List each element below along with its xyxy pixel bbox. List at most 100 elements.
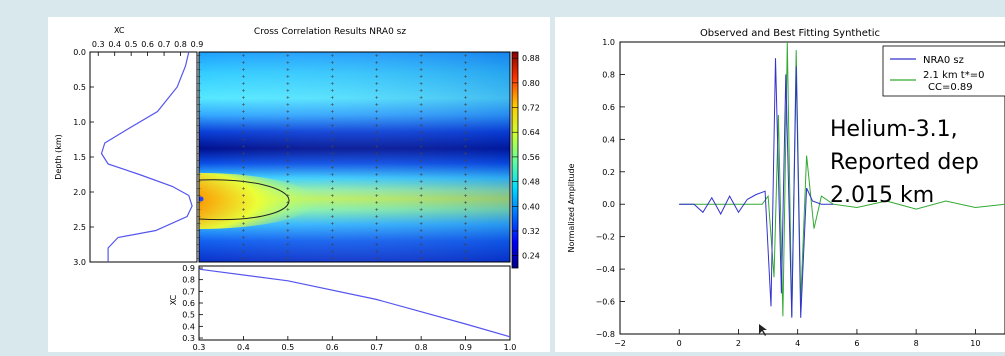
heatmap-grid-mark <box>286 124 290 127</box>
heatmap-grid-mark <box>419 222 423 225</box>
heatmap-grid-mark <box>464 208 468 211</box>
heatmap-grid-mark <box>330 131 334 134</box>
heatmap-grid-mark <box>241 138 245 141</box>
observed-waveform-line <box>679 58 834 318</box>
heatmap-grid-mark <box>464 236 468 239</box>
heatmap-grid-mark <box>286 68 290 71</box>
waveform-x-tick-label: 6 <box>854 339 859 348</box>
heatmap-grid-mark <box>286 243 290 246</box>
heatmap-grid-mark <box>375 117 379 120</box>
heatmap-grid-mark <box>241 96 245 99</box>
heatmap-grid-mark <box>241 187 245 190</box>
waveform-x-tick-label: 8 <box>914 339 919 348</box>
waveform-y-tick-label: −0.8 <box>596 330 615 339</box>
overlay-line-2: Reported dep <box>830 150 979 175</box>
heatmap-grid-mark <box>286 222 290 225</box>
heatmap-grid-mark <box>375 159 379 162</box>
heatmap-grid-mark <box>330 124 334 127</box>
heatmap-grid-mark <box>286 131 290 134</box>
heatmap-grid-mark <box>375 103 379 106</box>
bottom-y-tick-label: 0.7 <box>182 287 195 296</box>
waveform-x-tick-label: 2 <box>736 339 741 348</box>
bottom-y-tick-label: 0.8 <box>182 276 195 285</box>
heatmap-grid-mark <box>286 215 290 218</box>
colorbar-tick-label: 0.32 <box>522 227 540 236</box>
heatmap-grid-mark <box>241 250 245 253</box>
heatmap-grid-mark <box>464 229 468 232</box>
heatmap-grid-mark <box>286 75 290 78</box>
heatmap-grid-mark <box>375 54 379 57</box>
heatmap-grid-mark <box>286 61 290 64</box>
colorbar-tick-label: 0.56 <box>522 153 540 162</box>
heatmap-grid-mark <box>375 222 379 225</box>
synthetic-waveform-line <box>679 42 1005 317</box>
heatmap-grid-mark <box>419 194 423 197</box>
waveform-x-tick-label: 10 <box>970 339 980 348</box>
heatmap-grid-mark <box>241 173 245 176</box>
heatmap-grid-mark <box>464 61 468 64</box>
heatmap-grid-mark <box>375 180 379 183</box>
heatmap-marks <box>197 54 468 260</box>
heatmap-shading <box>199 52 510 262</box>
heatmap-grid-mark <box>419 131 423 134</box>
waveform-y-tick-label: 0.8 <box>602 70 615 79</box>
heatmap-grid-mark <box>241 159 245 162</box>
waveform-x-tick-label: 4 <box>795 339 800 348</box>
waveform-y-tick-label: −0.2 <box>596 233 615 242</box>
heatmap-grid-mark <box>419 166 423 169</box>
bottom-y-tick-label: 0.4 <box>182 322 195 331</box>
heatmap-grid-mark <box>241 61 245 64</box>
heatmap-grid-mark <box>286 250 290 253</box>
colorbar: 0.88 0.80 0.72 0.64 0.56 0.48 0.40 0.32 0.24 <box>511 51 540 269</box>
waveform-y-tick-label: 0.2 <box>602 168 615 177</box>
overlay-line-3: 2.015 km <box>830 183 934 208</box>
heatmap-grid-mark <box>241 82 245 85</box>
colorbar-tick-label: 0.48 <box>522 178 540 187</box>
heatmap-grid-mark <box>241 131 245 134</box>
waveform-y-tick-label: −0.6 <box>596 298 615 307</box>
waveform-x-tick-label: 0 <box>677 339 682 348</box>
heatmap-grid-mark <box>286 110 290 113</box>
bottom-x-tick-label: 1.0 <box>504 343 517 352</box>
bottom-y-tick-label: 0.3 <box>182 334 195 343</box>
heatmap-grid-mark <box>375 229 379 232</box>
profile-line <box>100 52 193 262</box>
heatmap-grid-mark <box>241 166 245 169</box>
colorbar-tick-label: 0.64 <box>522 128 540 137</box>
profile-y-tick-label: 1.0 <box>73 118 86 127</box>
waveform-y-tick-label: 1.0 <box>602 38 615 47</box>
heatmap-grid-mark <box>286 103 290 106</box>
heatmap-grid-mark <box>330 159 334 162</box>
heatmap-grid-mark <box>241 110 245 113</box>
bottom-y-ticks: 0.9 0.8 0.7 0.6 0.5 0.4 0.3 <box>182 264 203 343</box>
heatmap-grid-mark <box>419 215 423 218</box>
heatmap-hot-zone <box>199 173 317 229</box>
profile-x-label: XC <box>114 26 125 35</box>
heatmap-grid-mark <box>464 103 468 106</box>
bottom-xc-line <box>199 268 510 338</box>
heatmap-grid-mark <box>330 173 334 176</box>
heatmap-grid-mark <box>330 110 334 113</box>
heatmap-grid-mark <box>330 89 334 92</box>
heatmap-grid-mark <box>241 180 245 183</box>
heatmap-grid-mark <box>375 124 379 127</box>
heatmap-grid-mark <box>330 222 334 225</box>
heatmap-grid-mark <box>375 68 379 71</box>
heatmap-grid-mark <box>330 166 334 169</box>
waveform-title: Observed and Best Fitting Synthetic <box>700 28 880 39</box>
heatmap-grid-mark <box>375 89 379 92</box>
heatmap-grid-mark <box>375 201 379 204</box>
profile-x-tick-label: 0.3 <box>92 40 105 49</box>
heatmap-grid-mark <box>330 54 334 57</box>
profile-x-tick-label: 0.7 <box>158 40 171 49</box>
heatmap-grid-mark <box>286 166 290 169</box>
overlay-line-1: Helium-3.1, <box>830 117 958 142</box>
heatmap-grid-mark <box>464 82 468 85</box>
colorbar-tick-label: 0.40 <box>522 202 540 211</box>
bottom-x-tick-label: 0.3 <box>193 343 206 352</box>
waveform-y-tick-label: 0.4 <box>602 135 615 144</box>
heatmap-grid-mark <box>330 75 334 78</box>
heatmap-grid-mark <box>375 110 379 113</box>
